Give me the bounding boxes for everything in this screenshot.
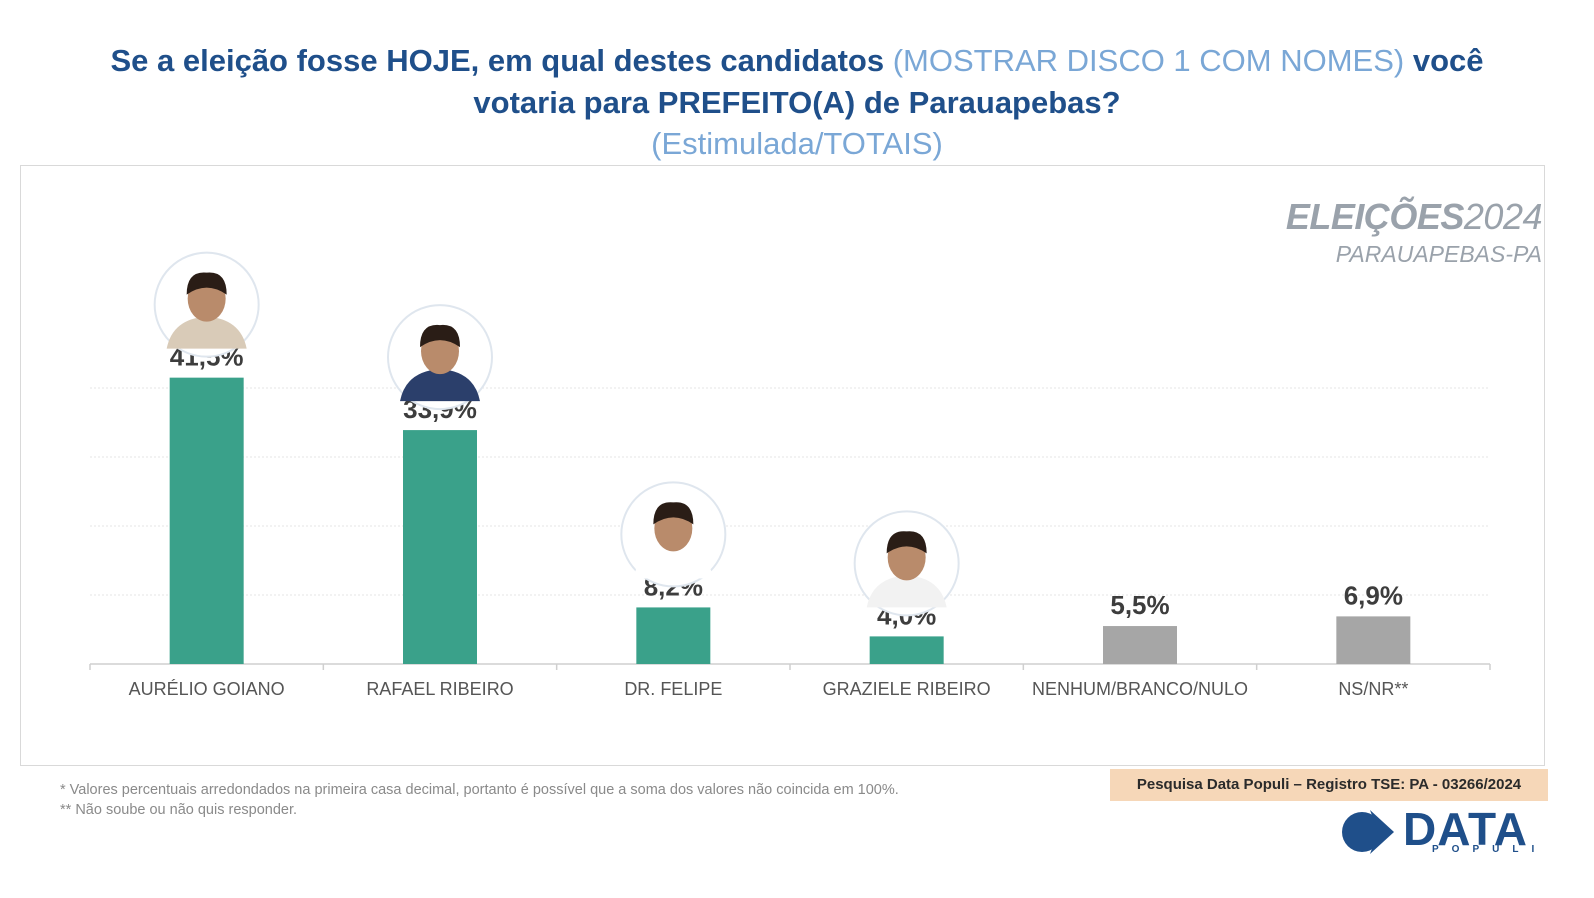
value-label: 5,5% [1110,590,1169,620]
footnote-nsnr: ** Não soube ou não quis responder. [60,802,298,818]
category-label: AURÉLIO GOIANO [129,679,285,699]
title-part2: você [1412,43,1484,78]
photo-torso [166,316,247,349]
value-label: 6,9% [1344,580,1403,610]
bar-0 [169,377,244,664]
logo-text: DATA [1403,803,1528,855]
title-part1: Se a eleição fosse HOJE, em qual destes … [110,43,885,78]
bar-5 [1336,616,1411,664]
chart-title: Se a eleição fosse HOJE, em qual destes … [40,40,1554,124]
bar-3 [869,636,944,664]
photo-hair [653,502,694,525]
brand-title-bold: ELEIÇÕES [1285,196,1465,237]
elections-brand: ELEIÇÕES2024 [1285,196,1543,238]
logo-mark-icon [1342,810,1394,854]
candidate-photo [620,481,727,588]
brand-city: PARAUAPEBAS-PA [1335,241,1542,267]
footnotes: * Valores percentuais arredondados na pr… [60,780,899,820]
photo-hair [186,272,227,295]
title-highlight: (MOSTRAR DISCO 1 COM NOMES) [892,43,1405,78]
photo-hair [886,531,927,554]
category-label: NS/NR** [1338,679,1408,699]
tse-registration-badge: Pesquisa Data Populi – Registro TSE: PA … [1110,769,1548,801]
bar-1 [403,430,477,664]
brand-title-year: 2024 [1463,196,1543,237]
chart-subtitle: (Estimulada/TOTAIS) [651,126,943,161]
footnote-rounding: * Valores percentuais arredondados na pr… [60,782,899,798]
category-label: DR. FELIPE [624,679,722,699]
photo-torso [633,546,714,579]
category-label: RAFAEL RIBEIRO [366,679,513,699]
data-populi-logo: DATA POPULI [1340,803,1540,858]
bar-4 [1103,626,1177,664]
candidate-photo [853,510,960,617]
chart-frame [20,165,1545,766]
category-label: NENHUM/BRANCO/NULO [1032,679,1248,699]
candidate-photo [387,304,493,411]
photo-torso [400,369,480,402]
category-label: GRAZIELE RIBEIRO [823,679,991,699]
candidate-photo [153,251,260,358]
photo-hair [420,324,460,348]
photo-torso [866,575,947,608]
bar-2 [636,607,711,664]
logo-subtext: POPULI [1432,844,1548,855]
title-line2: votaria para PREFEITO(A) de Parauapebas? [473,85,1121,120]
